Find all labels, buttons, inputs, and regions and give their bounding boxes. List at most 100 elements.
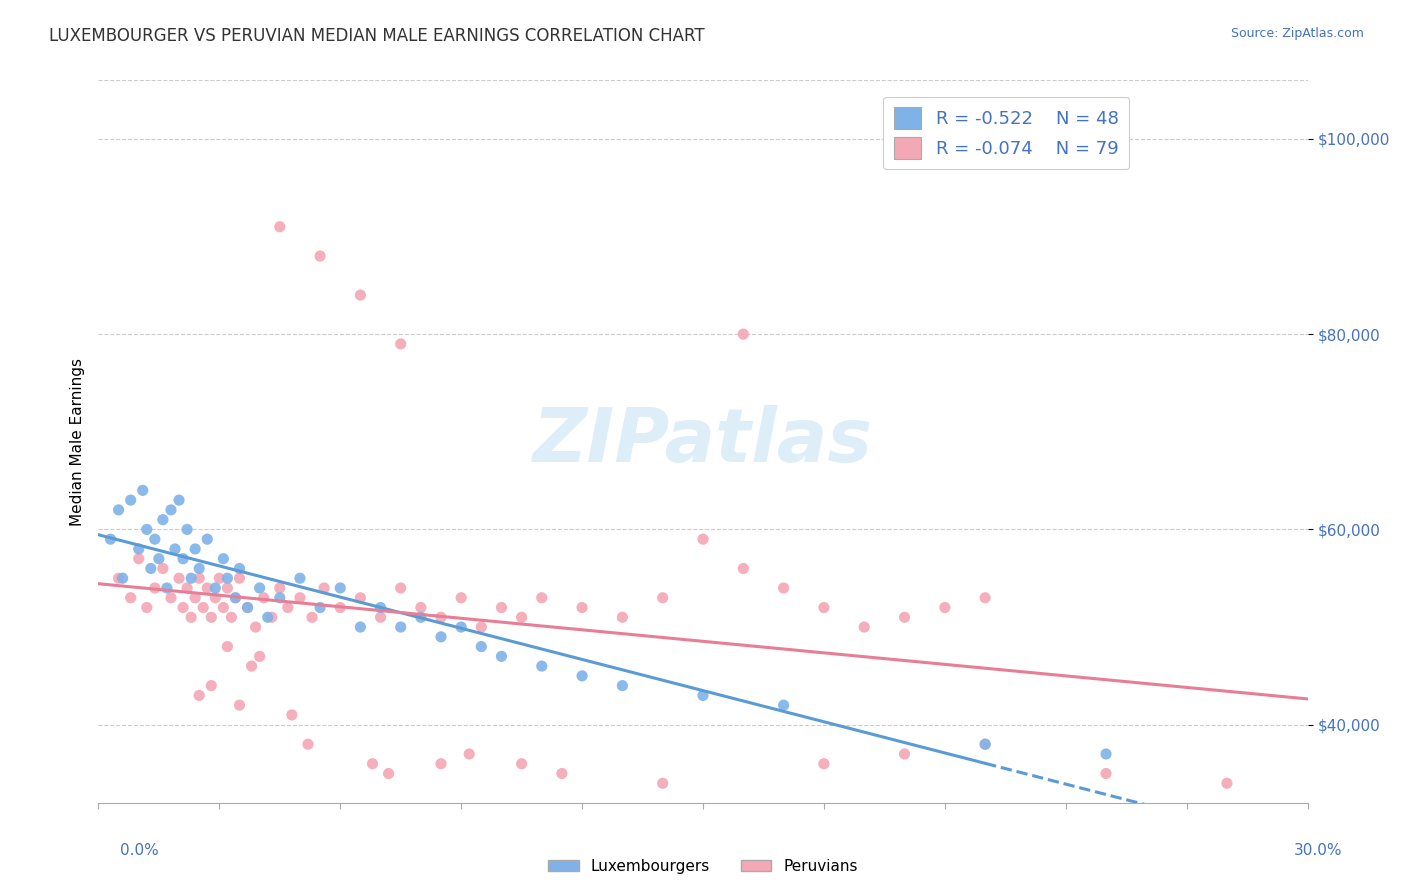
Point [772, 581, 794, 595]
Point [148, 551, 170, 566]
Point [107, 571, 129, 585]
Point [204, 581, 226, 595]
Point [530, 591, 553, 605]
Point [329, 581, 352, 595]
Point [143, 581, 166, 595]
Point [180, 610, 202, 624]
Text: 0.0%: 0.0% [120, 843, 159, 858]
Point [309, 249, 332, 263]
Point [692, 532, 714, 546]
Point [132, 483, 155, 498]
Legend: Luxembourgers, Peruvians: Luxembourgers, Peruvians [541, 853, 865, 880]
Point [172, 551, 194, 566]
Point [135, 523, 157, 537]
Point [491, 649, 513, 664]
Point [217, 571, 239, 585]
Point [612, 610, 634, 624]
Point [361, 756, 384, 771]
Point [853, 620, 876, 634]
Point [107, 503, 129, 517]
Point [204, 591, 226, 605]
Point [195, 581, 218, 595]
Point [193, 600, 215, 615]
Point [269, 591, 291, 605]
Point [184, 591, 207, 605]
Point [200, 610, 222, 624]
Legend: R = -0.522    N = 48, R = -0.074    N = 79: R = -0.522 N = 48, R = -0.074 N = 79 [883, 96, 1129, 169]
Point [195, 532, 218, 546]
Point [692, 689, 714, 703]
Point [236, 600, 259, 615]
Point [228, 571, 250, 585]
Point [1095, 766, 1118, 780]
Point [224, 591, 246, 605]
Point [139, 561, 162, 575]
Point [349, 591, 371, 605]
Point [651, 776, 673, 790]
Point [120, 591, 142, 605]
Point [389, 581, 412, 595]
Point [167, 571, 190, 585]
Point [135, 600, 157, 615]
Point [269, 219, 291, 234]
Point [152, 561, 174, 575]
Point [430, 610, 453, 624]
Point [188, 571, 211, 585]
Point [200, 679, 222, 693]
Point [510, 610, 533, 624]
Text: LUXEMBOURGER VS PERUVIAN MEDIAN MALE EARNINGS CORRELATION CHART: LUXEMBOURGER VS PERUVIAN MEDIAN MALE EAR… [49, 27, 704, 45]
Point [377, 766, 399, 780]
Point [180, 571, 202, 585]
Point [111, 571, 134, 585]
Point [212, 551, 235, 566]
Point [128, 541, 150, 556]
Point [301, 610, 323, 624]
Point [128, 551, 150, 566]
Point [329, 600, 352, 615]
Point [430, 630, 453, 644]
Point [224, 591, 246, 605]
Point [188, 561, 211, 575]
Point [458, 747, 481, 761]
Point [370, 610, 392, 624]
Point [100, 532, 122, 546]
Point [228, 561, 250, 575]
Point [733, 327, 755, 342]
Point [120, 493, 142, 508]
Point [253, 591, 276, 605]
Point [217, 581, 239, 595]
Text: 30.0%: 30.0% [1295, 843, 1343, 858]
Point [974, 737, 997, 751]
Point [269, 581, 291, 595]
Point [530, 659, 553, 673]
Point [813, 756, 835, 771]
Point [934, 600, 956, 615]
Point [430, 756, 453, 771]
Point [288, 591, 311, 605]
Point [143, 532, 166, 546]
Point [228, 698, 250, 713]
Point [470, 620, 492, 634]
Point [314, 581, 336, 595]
Point [172, 600, 194, 615]
Point [409, 610, 432, 624]
Point [651, 591, 673, 605]
Point [389, 337, 412, 351]
Point [152, 513, 174, 527]
Point [813, 600, 835, 615]
Point [309, 600, 332, 615]
Point [491, 600, 513, 615]
Point [733, 561, 755, 575]
Point [772, 698, 794, 713]
Point [450, 620, 472, 634]
Point [893, 747, 915, 761]
Point [389, 620, 412, 634]
Point [297, 737, 319, 751]
Point [571, 600, 593, 615]
Point [349, 620, 371, 634]
Point [277, 600, 299, 615]
Point [184, 541, 207, 556]
Point [1216, 776, 1239, 790]
Point [974, 737, 997, 751]
Point [370, 600, 392, 615]
